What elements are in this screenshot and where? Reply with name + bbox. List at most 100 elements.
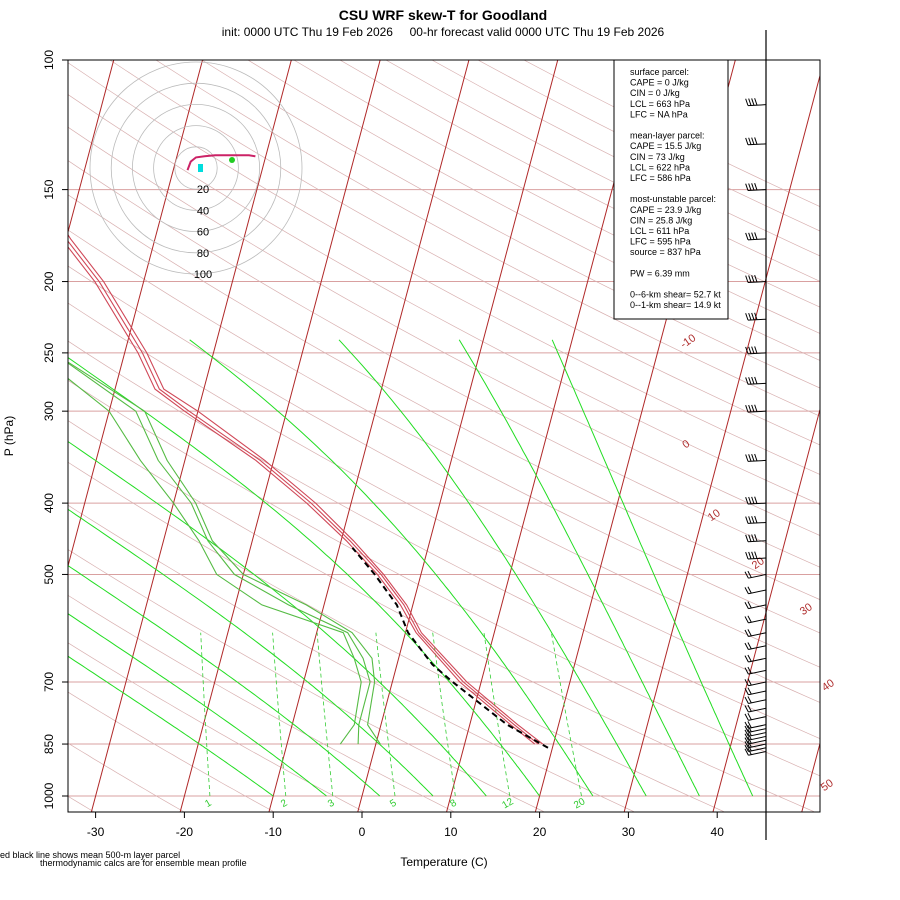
dry-adiabat-330 <box>68 379 820 777</box>
mean-layer-parcel <box>351 547 549 749</box>
dry-adiabat-380 <box>68 194 820 601</box>
moist-adiabats <box>68 339 754 797</box>
x-tick-label: 30 <box>622 825 636 839</box>
dry-adiabat-360 <box>68 265 820 668</box>
mixing-ratio-label: 2 <box>279 797 290 810</box>
mixing-ratio-12 <box>483 632 511 797</box>
moist-adiabat-38 <box>458 339 700 797</box>
stats-line: CIN = 73 J/kg <box>630 152 685 162</box>
stats-line: LFC = NA hPa <box>630 109 688 119</box>
mixing-ratio-2 <box>272 632 287 797</box>
dry-adiabat-340 <box>68 340 820 740</box>
hodograph-ring-label: 40 <box>197 205 209 217</box>
footer-note-2: thermodynamic calcs are for ensemble mea… <box>40 858 247 868</box>
mixing-ratio-1 <box>200 632 211 797</box>
x-tick-label: 0 <box>359 825 366 839</box>
hodograph-storm-marker <box>198 164 203 172</box>
moist-adiabat-8 <box>68 508 434 797</box>
dry-adiabat-310 <box>68 461 724 812</box>
stats-line: CIN = 0 J/kg <box>630 88 680 98</box>
dry-adiabat-280 <box>68 594 454 812</box>
y-tick-label: 250 <box>42 343 56 363</box>
mixing-ratio-20 <box>551 632 582 797</box>
wind-barb <box>745 534 767 543</box>
hodograph-ring <box>110 82 282 254</box>
hodograph-ring <box>89 61 303 275</box>
plot-frame <box>67 59 821 813</box>
mixing-ratio-label: 5 <box>388 797 399 810</box>
parcel-trace <box>351 547 549 749</box>
isotherm-label: 40 <box>820 677 837 694</box>
hodograph-ring-label: 20 <box>197 184 209 196</box>
x-tick-label: -10 <box>265 825 283 839</box>
stats-line: LCL = 663 hPa <box>630 99 690 109</box>
dry-adiabat-390 <box>68 160 820 568</box>
dry-adiabat-350 <box>68 302 820 703</box>
moist-adiabat-44 <box>551 339 754 797</box>
dewpoint-member-2 <box>68 361 381 745</box>
isotherm--10 <box>268 60 470 812</box>
isotherm-40 <box>712 407 820 812</box>
dry-adiabat-300 <box>68 504 634 812</box>
y-tick-label: 400 <box>42 493 56 513</box>
isotherm--50 <box>68 60 115 234</box>
hodograph-ring-label: 80 <box>197 248 209 260</box>
stats-line: 0--6-km shear= 52.7 kt <box>630 290 721 300</box>
mixing-ratio-label: 1 <box>203 797 214 810</box>
isotherm-label: 0 <box>680 438 692 451</box>
wind-barb <box>744 687 767 696</box>
stats-line: LCL = 622 hPa <box>630 162 690 172</box>
wind-barb <box>745 137 767 146</box>
wind-barb <box>744 704 767 713</box>
y-tick-label: 200 <box>42 271 56 291</box>
stats-line: 0--1-km shear= 14.9 kt <box>630 300 721 310</box>
wind-barb <box>745 404 767 413</box>
temperature-member-2 <box>68 246 536 745</box>
x-tick-label: 20 <box>533 825 547 839</box>
mixing-ratio-3 <box>316 632 334 797</box>
wind-barb <box>745 183 767 192</box>
wind-barb <box>744 721 767 729</box>
dewpoint-member-0 <box>68 377 362 745</box>
dry-adiabat-370 <box>68 229 820 634</box>
wind-barb <box>744 615 767 624</box>
dry-adiabat-420 <box>68 62 820 475</box>
y-tick-label: 300 <box>42 401 56 421</box>
dry-adiabat-290 <box>68 549 544 812</box>
stats-line: most-unstable parcel: <box>630 194 716 204</box>
chart-title: CSU WRF skew-T for Goodland <box>339 7 547 23</box>
dry-adiabat-460 <box>247 60 820 361</box>
x-tick-label: -20 <box>176 825 194 839</box>
isotherm--40 <box>68 60 204 568</box>
moist-adiabat-26 <box>189 339 594 797</box>
moist-adiabat-14 <box>68 440 487 797</box>
stats-line: LFC = 595 hPa <box>630 237 691 247</box>
hodograph-ring-label: 60 <box>197 227 209 239</box>
wind-barb <box>744 629 767 637</box>
stats-line: LFC = 586 hPa <box>630 173 691 183</box>
mixing-ratio-label: 12 <box>500 796 516 811</box>
dry-adiabat-250 <box>68 742 184 812</box>
isotherm-lines <box>68 60 820 812</box>
wind-barb <box>744 570 767 579</box>
isotherm-50 <box>801 741 820 812</box>
hodograph-trace <box>186 154 256 171</box>
stats-line: source = 837 hPa <box>630 247 701 257</box>
moist-adiabat-2 <box>68 564 381 797</box>
temperature-member-1 <box>68 233 544 745</box>
isotherm-label: 20 <box>750 555 767 572</box>
wind-barb <box>744 654 767 663</box>
wind-barb <box>745 312 767 321</box>
mixing-ratio-labels: 1 2 3 5 8 12 20 <box>203 796 587 811</box>
wind-barb <box>745 496 767 505</box>
wind-barb <box>744 666 767 675</box>
wind-barb <box>744 586 767 595</box>
wind-barbs <box>744 98 767 756</box>
stats-line: CAPE = 23.9 J/kg <box>630 205 701 215</box>
wind-barb <box>744 601 767 610</box>
stats-line: CAPE = 0 J/kg <box>630 78 689 88</box>
isotherm-label: -10 <box>678 332 698 351</box>
hodograph: 20 40 60 80 100 <box>89 61 303 281</box>
dry-adiabat-410 <box>68 94 820 506</box>
